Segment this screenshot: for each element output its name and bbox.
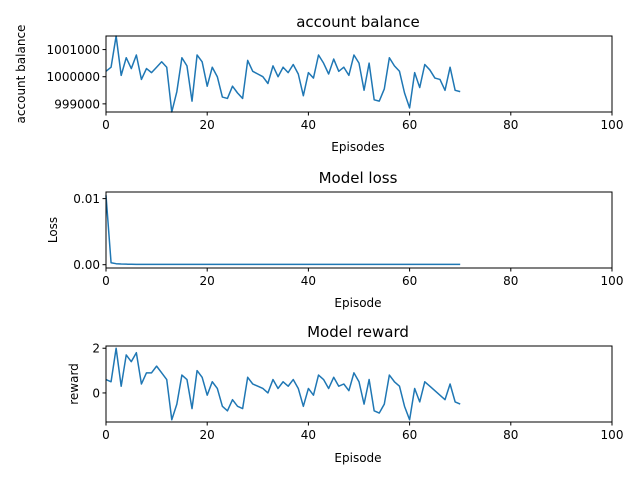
chart-title: Model loss	[319, 169, 398, 187]
y-axis-label: reward	[67, 363, 81, 405]
plot-frame	[105, 345, 613, 423]
y-axis-label: account balance	[14, 25, 28, 124]
y-tick-label: 0.00	[73, 258, 100, 272]
x-tick-label: 60	[402, 118, 417, 132]
series-line	[105, 35, 461, 113]
subplot-model-reward: Model reward Episode reward 0 20 40 60 80 100…	[67, 323, 623, 465]
y-ticks: 0.00 0.01	[73, 192, 106, 272]
x-tick-label: 80	[503, 118, 518, 132]
y-tick-label: 2	[92, 342, 100, 356]
x-tick-label: 40	[301, 274, 316, 288]
x-tick-label: 0	[102, 118, 110, 132]
chart-title: account balance	[296, 13, 420, 31]
y-ticks: 02	[92, 342, 106, 400]
x-tick-label: 80	[503, 274, 518, 288]
y-tick-label: 1001000	[47, 43, 100, 57]
y-tick-label: 0.01	[73, 192, 100, 206]
x-ticks: 0 20 40 60 80 100	[102, 422, 623, 442]
x-tick-label: 100	[601, 428, 624, 442]
x-tick-label: 80	[503, 428, 518, 442]
x-tick-label: 0	[102, 428, 110, 442]
x-tick-label: 100	[601, 274, 624, 288]
x-tick-label: 20	[200, 428, 215, 442]
series-line	[105, 195, 461, 266]
x-axis-label: Episodes	[331, 140, 384, 154]
x-tick-label: 40	[301, 428, 316, 442]
x-tick-label: 20	[200, 274, 215, 288]
chart-title: Model reward	[307, 323, 409, 341]
y-ticks: 999000 1000000 1001000	[47, 43, 106, 111]
x-tick-label: 40	[301, 118, 316, 132]
y-tick-label: 0	[92, 386, 100, 400]
x-tick-label: 100	[601, 118, 624, 132]
x-tick-label: 60	[402, 428, 417, 442]
x-tick-label: 0	[102, 274, 110, 288]
series-line	[105, 347, 461, 421]
x-axis-label: Episode	[334, 296, 381, 310]
y-axis-label: Loss	[46, 217, 60, 243]
y-tick-label: 999000	[54, 97, 100, 111]
x-ticks: 0 20 40 60 80 100	[102, 268, 623, 288]
plot-frame	[105, 191, 613, 269]
subplot-account-balance: account balance Episodes account balance…	[14, 13, 623, 154]
x-axis-label: Episode	[334, 451, 381, 465]
x-tick-label: 20	[200, 118, 215, 132]
y-tick-label: 1000000	[47, 70, 100, 84]
subplot-model-loss: Model loss Episode Loss 0 20 40 60 80 100 0.0…	[46, 169, 623, 310]
x-ticks: 0 20 40 60 80 100	[102, 112, 623, 132]
plot-frame	[105, 35, 613, 113]
x-tick-label: 60	[402, 274, 417, 288]
